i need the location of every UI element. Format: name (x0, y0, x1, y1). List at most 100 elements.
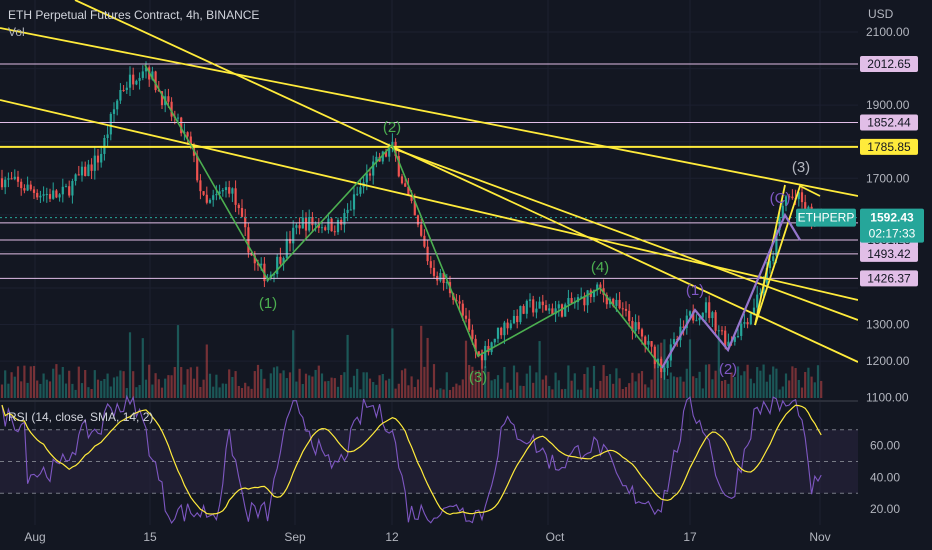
volume-bar (93, 370, 96, 398)
volume-bar (714, 370, 717, 398)
volume-bar (436, 389, 439, 398)
candle (484, 345, 487, 361)
volume-bar (794, 368, 797, 398)
volume-bar (320, 373, 324, 398)
candle (420, 224, 423, 236)
volume-bar (429, 387, 432, 398)
volume-bar (583, 373, 586, 398)
candle (458, 301, 461, 304)
candle (512, 315, 516, 324)
volume-bar (560, 389, 564, 398)
volume-bar (208, 373, 212, 398)
candle (186, 132, 189, 137)
candle (644, 336, 647, 345)
volume-bar (576, 389, 580, 398)
candle (720, 330, 724, 332)
volume-bar (740, 375, 743, 398)
volume-bar (724, 379, 727, 398)
level-label-text: 1785.85 (867, 140, 911, 154)
candle (410, 194, 413, 201)
volume-bar (10, 372, 13, 398)
candle (532, 299, 535, 313)
volume-bar (656, 344, 660, 398)
volume-bar (372, 381, 375, 398)
candle (791, 196, 794, 199)
level-label-box (860, 114, 918, 131)
candle (474, 338, 477, 352)
volume-bar (516, 372, 519, 398)
volume-bar (452, 386, 455, 398)
volume-bar (506, 382, 509, 398)
volume-bar (701, 388, 704, 398)
candle (807, 206, 810, 210)
volume-bar (637, 373, 640, 398)
volume-bar (20, 381, 23, 398)
time-tick-label: Sep (284, 530, 306, 544)
time-axis[interactable]: Aug 15 Sep 12 Oct 17 Nov (24, 530, 830, 544)
level-label-box (860, 270, 918, 287)
candle (224, 187, 228, 191)
time-tick-label: Nov (809, 530, 830, 544)
candle (16, 176, 20, 182)
candle (496, 327, 500, 339)
volume-bar (736, 366, 740, 398)
candle (480, 354, 484, 361)
candle (404, 183, 407, 187)
candle (804, 202, 807, 210)
candle (416, 215, 420, 225)
candle (487, 345, 490, 353)
candle (461, 303, 464, 316)
candle (199, 180, 202, 192)
volume-bar (314, 369, 317, 398)
candle (80, 166, 84, 176)
candle (64, 186, 68, 188)
candle (23, 188, 26, 191)
volume-bar (695, 378, 698, 398)
candle (26, 184, 29, 191)
candle (144, 67, 148, 72)
candle (52, 190, 55, 199)
candle (538, 301, 541, 309)
candle (100, 153, 103, 163)
symbol-tag-text: ETHPERP (798, 211, 855, 225)
candle (653, 346, 656, 365)
volume-bar (260, 369, 263, 398)
volume-bar (301, 383, 304, 398)
volume-bar (224, 383, 228, 398)
candle (628, 310, 631, 321)
candle (733, 336, 736, 342)
volume-bar (487, 371, 490, 398)
candle (548, 308, 551, 311)
candle (336, 220, 340, 233)
level-label-box (860, 245, 918, 262)
horizontal-levels[interactable] (0, 63, 858, 279)
elliott-waves[interactable] (144, 64, 801, 369)
candle (196, 155, 199, 181)
volume-bar (624, 387, 628, 398)
volume-bar (775, 368, 778, 398)
volume-bar (730, 372, 733, 398)
candle (663, 367, 666, 373)
volume-bar (13, 376, 16, 398)
volume-bar (42, 373, 45, 398)
volume-bar (426, 337, 429, 398)
volume-bar (196, 366, 199, 398)
candle (704, 302, 708, 313)
candle (170, 101, 173, 117)
volume-bar (800, 387, 804, 398)
candle (237, 204, 240, 209)
volume-bar (464, 340, 468, 398)
volume-bar (285, 378, 288, 398)
candle (10, 178, 13, 180)
volume-bar (68, 370, 71, 398)
volume-bar (384, 380, 388, 398)
volume-bar (797, 379, 800, 398)
candle (298, 225, 301, 229)
volume-bar (349, 387, 352, 398)
volume-bar (448, 389, 452, 398)
trendlines[interactable] (0, 0, 859, 363)
volume-bar (445, 372, 448, 398)
candle (768, 260, 772, 269)
volume-bar (685, 368, 688, 398)
